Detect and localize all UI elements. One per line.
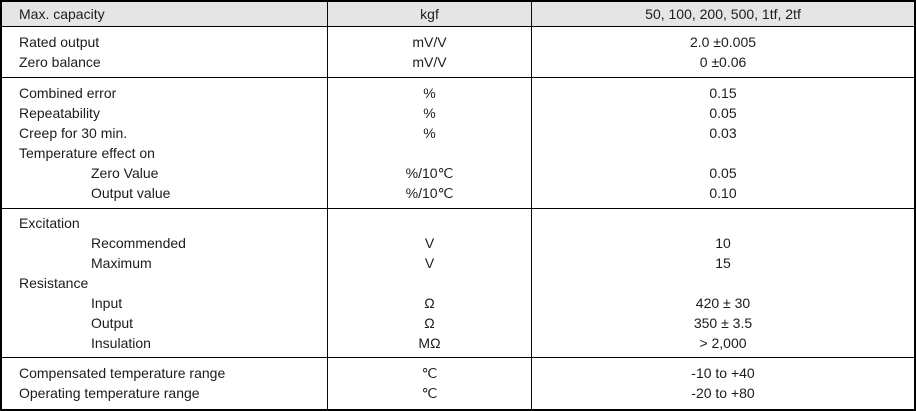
- row-label: Operating temperature range: [19, 385, 200, 401]
- row-label: Zero Value: [91, 165, 159, 181]
- header-label: Max. capacity: [19, 6, 105, 22]
- row-unit: Ω: [424, 295, 435, 311]
- labels-column: Rated output Zero balance: [2, 27, 327, 77]
- row-value: 2.0 ±0.005: [689, 34, 757, 50]
- row-unit: Ω: [424, 315, 435, 331]
- row-unit: V: [424, 255, 435, 271]
- row-label: Input: [91, 295, 123, 311]
- row-unit: [328, 143, 531, 163]
- row-value: -10 to +40: [691, 365, 755, 381]
- row-label: Creep for 30 min.: [19, 125, 128, 141]
- row-value: -20 to +80: [691, 385, 755, 401]
- row-unit: %/10℃: [405, 165, 454, 181]
- header-unit: kgf: [420, 6, 439, 22]
- table-section: Combined error Repeatability Creep for 30 …: [2, 78, 914, 209]
- row-value: [532, 213, 914, 233]
- values-column: -10 to +40 -20 to +80: [532, 358, 914, 409]
- header-value-cell: 50, 100, 200, 500, 1tf, 2tf: [532, 2, 914, 26]
- row-value: 10: [715, 235, 731, 251]
- row-value: [532, 143, 914, 163]
- row-label: Output value: [91, 185, 171, 201]
- row-unit: ℃: [421, 365, 438, 381]
- labels-column: Compensated temperature range Operating t…: [2, 358, 327, 409]
- row-value: 0.03: [709, 125, 737, 141]
- row-label: Repeatability: [19, 105, 100, 121]
- labels-column: Excitation Recommended Maximum Resistance In…: [2, 209, 327, 357]
- row-value: 0.15: [709, 85, 737, 101]
- row-value: 420 ± 30: [695, 295, 751, 311]
- row-label: Output: [91, 315, 134, 331]
- row-value: 0.05: [709, 165, 737, 181]
- row-label: Compensated temperature range: [19, 365, 226, 381]
- header-label-cell: Max. capacity: [2, 2, 327, 26]
- values-column: 2.0 ±0.005 0 ±0.06: [532, 27, 914, 77]
- header-unit-cell: kgf: [327, 2, 532, 26]
- row-unit: ℃: [421, 385, 438, 401]
- row-label: Excitation: [19, 215, 80, 231]
- row-label: Maximum: [91, 255, 152, 271]
- row-label: Combined error: [19, 85, 117, 101]
- values-column: 0.15 0.05 0.03 0.05 0.10: [532, 78, 914, 208]
- table-section: Rated output Zero balance mV/V mV/V 2.0 ±0.0…: [2, 27, 914, 78]
- table-section: Compensated temperature range Operating t…: [2, 358, 914, 409]
- row-label: Insulation: [91, 335, 151, 351]
- row-unit: mV/V: [412, 54, 447, 70]
- row-label: Recommended: [91, 235, 186, 251]
- header-capacity-values: 50, 100, 200, 500, 1tf, 2tf: [645, 6, 801, 22]
- row-unit: V: [424, 235, 435, 251]
- row-label: Temperature effect on: [19, 145, 155, 161]
- row-unit: [328, 213, 531, 233]
- row-unit: [328, 273, 531, 293]
- row-label: Rated output: [19, 34, 100, 50]
- row-unit: %/10℃: [405, 185, 454, 201]
- row-value: > 2,000: [699, 335, 747, 351]
- row-unit: mV/V: [412, 34, 447, 50]
- labels-column: Combined error Repeatability Creep for 30 …: [2, 78, 327, 208]
- units-column: %%% %/10℃ %/10℃: [327, 78, 532, 208]
- units-column: mV/V mV/V: [327, 27, 532, 77]
- row-unit: %: [423, 105, 436, 121]
- values-column: 10 15 420 ± 30 350 ± 3.5 > 2,000: [532, 209, 914, 357]
- row-value: [532, 273, 914, 293]
- row-unit: MΩ: [418, 335, 441, 351]
- row-value: 15: [715, 255, 731, 271]
- row-unit: %: [423, 85, 436, 101]
- row-unit: %: [423, 125, 436, 141]
- row-value: 0.10: [709, 185, 737, 201]
- units-column: V V Ω Ω MΩ: [327, 209, 532, 357]
- table-header-row: Max. capacity kgf 50, 100, 200, 500, 1tf…: [2, 2, 914, 27]
- row-label: Zero balance: [19, 54, 101, 70]
- row-value: 0 ±0.06: [699, 54, 747, 70]
- row-label: Resistance: [19, 275, 89, 291]
- units-column: ℃ ℃: [327, 358, 532, 409]
- row-value: 350 ± 3.5: [693, 315, 753, 331]
- row-value: 0.05: [709, 105, 737, 121]
- table-section: Excitation Recommended Maximum Resistance In…: [2, 209, 914, 358]
